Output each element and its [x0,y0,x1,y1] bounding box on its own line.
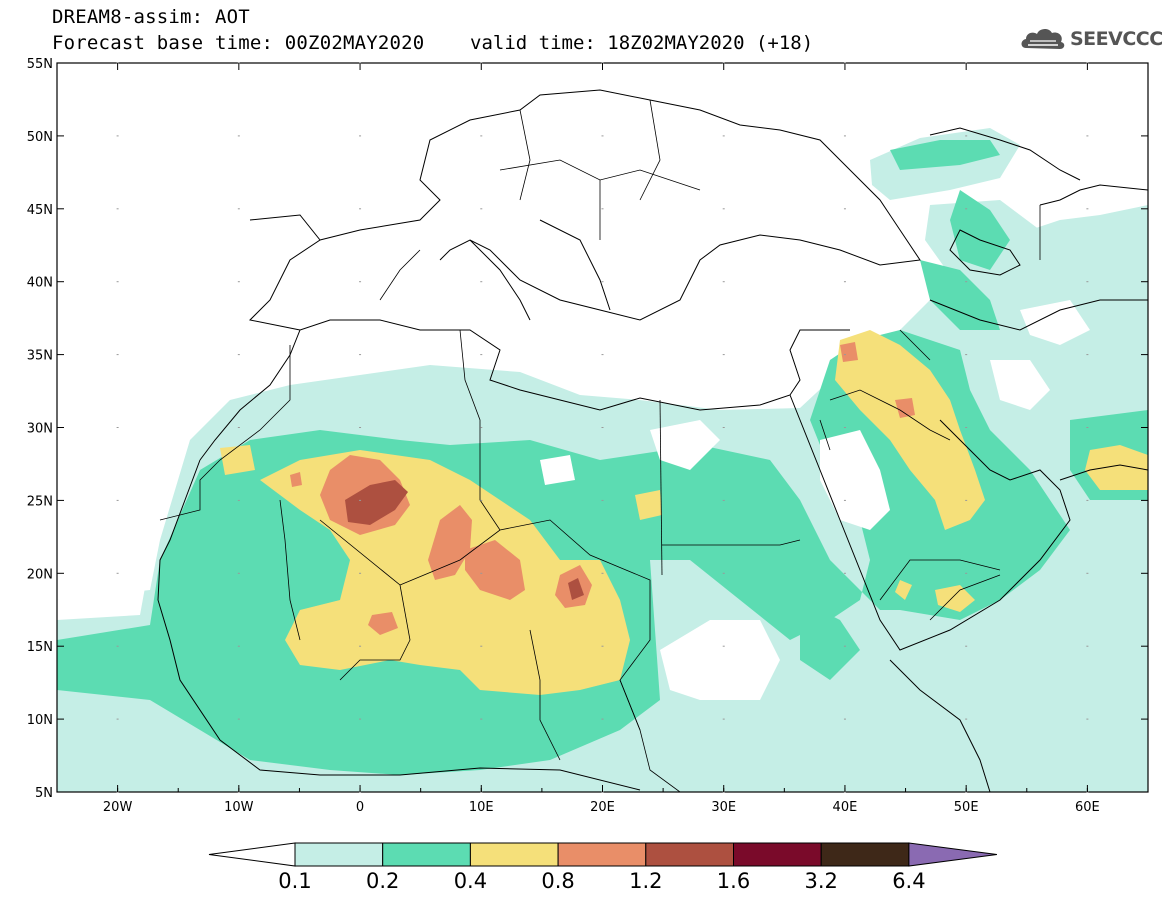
colorbar-label: 0.1 [278,869,311,893]
lat-tick-label: 50N [27,130,53,145]
aot-level-1.2 [345,480,584,600]
aot-below-0.1 [57,300,1090,700]
lon-tick-label: 10W [224,800,254,815]
lat-tick-label: 15N [27,640,53,655]
lon-tick-label: 20W [103,800,133,815]
map-title: DREAM8-assim: AOT [52,6,250,28]
lat-tick-label: 30N [27,422,53,437]
lat-tick-label: 5N [35,786,53,801]
forecast-base-time: Forecast base time: 00Z02MAY2020 [52,32,425,54]
country-borders [159,99,1041,792]
lat-tick-label: 25N [27,494,53,509]
lon-tick-label: 60E [1075,800,1100,815]
lat-tick-label: 40N [27,276,53,291]
seevccc-logo: SEEVCCC [1018,24,1163,54]
lat-tick-label: 20N [27,567,53,582]
lat-tick-label: 55N [27,57,53,72]
colorbar-label: 1.2 [629,869,662,893]
colorbar-label: 6.4 [892,869,925,893]
colorbar-swatch [820,842,910,867]
logo-text: SEEVCCC [1070,28,1163,50]
lon-tick-label: 0 [356,800,364,815]
colorbar-swatch [557,842,647,867]
lon-tick-label: 30E [711,800,736,815]
longitude-axis: 20W 10W 0 10E 20E 30E 40E 50E 60E [56,63,1149,815]
lon-tick-label: 50E [954,800,979,815]
colorbar-label: 0.8 [541,869,574,893]
lat-tick-label: 10N [27,713,53,728]
colorbar-swatch [645,842,734,867]
lat-tick-label: 35N [27,349,53,364]
latitude-axis: 5N 10N 15N 20N 25N 30N 35N 40N 45N 50N 55N [27,57,1148,801]
colorbar-swatch [382,842,471,867]
colorbar-upper-extend [908,842,997,867]
colorbar-label: 3.2 [804,869,837,893]
lat-tick-label: 45N [27,203,53,218]
colorbar-label: 1.6 [717,869,750,893]
lon-tick-label: 40E [833,800,858,815]
colorbar: 0.1 0.2 0.4 0.8 1.2 1.6 3.2 6.4 [208,842,997,893]
valid-time: valid time: 18Z02MAY2020 (+18) [470,32,814,54]
colorbar-swatch [469,842,559,867]
colorbar-swatch [294,842,384,867]
colorbar-lower-extend [208,842,296,867]
colorbar-label: 0.2 [366,869,399,893]
cloud-icon [1021,28,1065,49]
colorbar-label: 0.4 [454,869,487,893]
lon-tick-label: 20E [590,800,615,815]
lon-tick-label: 10E [469,800,494,815]
colorbar-swatch [733,842,822,867]
coastlines [157,89,1148,792]
